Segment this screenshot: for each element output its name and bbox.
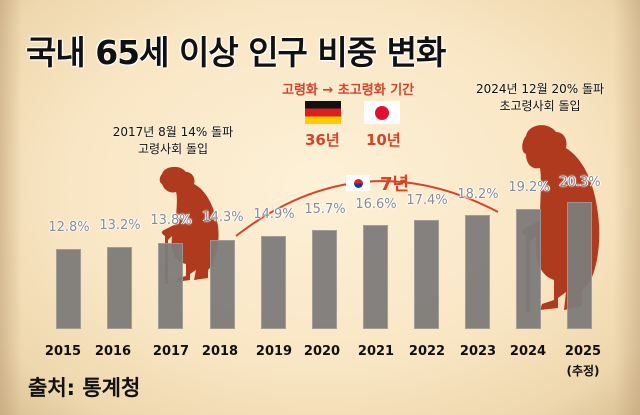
japan-flag-icon: [364, 101, 400, 124]
paper-edge-left: [0, 0, 22, 415]
aged-society-note: 2017년 8월 14% 돌파 고령사회 돌입: [98, 124, 248, 158]
superaged-note-line2: 초고령사회 돌입: [499, 99, 581, 113]
bar-2019: [261, 236, 286, 329]
value-label-2015: 12.8%: [48, 220, 90, 235]
bar-2020: [312, 230, 337, 329]
year-label-2016: 2016: [94, 344, 132, 359]
year-label-2020: 2020: [303, 344, 341, 359]
bar-2023: [465, 215, 490, 329]
bar-2024: [516, 209, 541, 329]
value-label-2025: 20.3%: [559, 175, 601, 190]
year-label-2024: 2024: [509, 344, 547, 359]
year-label-2018: 2018: [201, 344, 239, 359]
aged-note-line1: 2017년 8월 14% 돌파: [112, 125, 234, 139]
germany-flag-icon: [305, 101, 341, 124]
superaged-note-line1: 2024년 12월 20% 돌파: [475, 82, 605, 96]
year-label-2015: 2015: [44, 344, 82, 359]
chart-title: 국내 65세 이상 인구 비중 변화: [26, 33, 446, 72]
japan-years: 10년: [366, 131, 401, 149]
value-label-2016: 13.2%: [99, 218, 141, 233]
year-label-2017: 2017: [152, 344, 190, 359]
korea-flag-icon: [346, 175, 370, 191]
value-label-2024: 19.2%: [508, 180, 550, 195]
value-label-2020: 15.7%: [304, 202, 346, 217]
bar-2017: [158, 243, 183, 329]
value-label-2019: 14.9%: [253, 207, 295, 222]
korea-years: 7년: [380, 174, 410, 195]
value-label-2017: 13.8%: [150, 213, 192, 228]
year-label-2025: 2025: [564, 344, 602, 359]
germany-years: 36년: [305, 131, 340, 149]
bar-2016: [107, 247, 132, 329]
superaged-society-note: 2024년 12월 20% 돌파 초고령사회 돌입: [450, 81, 630, 115]
year-label-2023: 2023: [459, 344, 497, 359]
source-label: 출처: 통계청: [28, 376, 141, 400]
value-label-2018: 14.3%: [202, 210, 244, 225]
bar-2021: [363, 225, 388, 329]
bar-2022: [414, 220, 439, 329]
year-label-2019: 2019: [255, 344, 293, 359]
value-label-2023: 18.2%: [457, 187, 499, 202]
bar-2018: [210, 240, 235, 329]
period-heading: 고령화 → 초고령화 기간: [282, 83, 415, 98]
value-label-2021: 16.6%: [355, 197, 397, 212]
value-label-2022: 17.4%: [406, 193, 448, 208]
year-label-2022: 2022: [408, 344, 446, 359]
year-label-2025-estimate: (추정): [566, 364, 600, 378]
bar-2025: [567, 202, 592, 329]
year-label-2021: 2021: [357, 344, 395, 359]
bar-2015: [56, 249, 81, 329]
aged-note-line2: 고령사회 돌입: [137, 142, 209, 156]
paper-edge-right: [614, 0, 640, 415]
